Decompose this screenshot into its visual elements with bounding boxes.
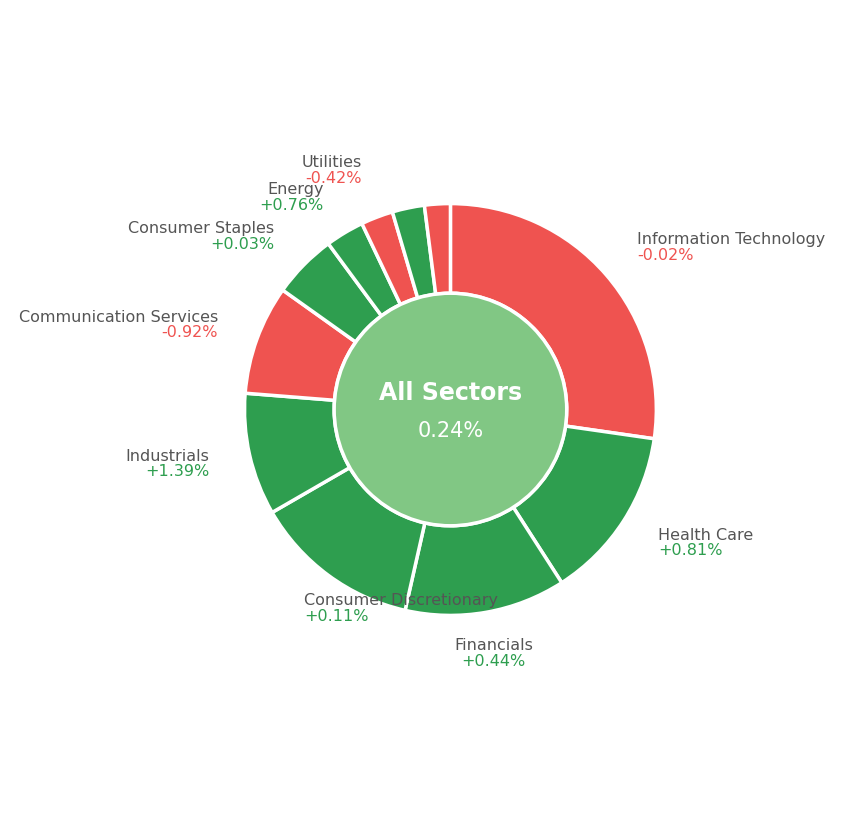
Text: Consumer Staples: Consumer Staples: [128, 221, 275, 236]
Text: +1.39%: +1.39%: [145, 464, 209, 479]
Text: Information Technology: Information Technology: [638, 233, 825, 247]
Text: +0.44%: +0.44%: [462, 654, 525, 669]
Circle shape: [334, 293, 567, 526]
Wedge shape: [272, 468, 425, 610]
Wedge shape: [328, 224, 400, 316]
Wedge shape: [424, 204, 450, 294]
Text: +0.03%: +0.03%: [210, 237, 275, 251]
Text: Industrials: Industrials: [126, 449, 209, 464]
Wedge shape: [245, 290, 355, 400]
Text: 0.24%: 0.24%: [417, 421, 484, 441]
Text: +0.81%: +0.81%: [658, 544, 722, 559]
Wedge shape: [393, 206, 436, 298]
Text: Communication Services: Communication Services: [19, 310, 218, 324]
Wedge shape: [245, 393, 349, 513]
Text: -0.42%: -0.42%: [306, 171, 362, 186]
Text: Financials: Financials: [454, 638, 533, 653]
Wedge shape: [362, 212, 417, 305]
Wedge shape: [283, 244, 382, 342]
Wedge shape: [450, 204, 656, 439]
Text: -0.92%: -0.92%: [162, 325, 218, 341]
Text: Consumer Discretionary: Consumer Discretionary: [304, 593, 498, 609]
Text: +0.11%: +0.11%: [304, 609, 368, 624]
Text: +0.76%: +0.76%: [259, 198, 324, 213]
Text: All Sectors: All Sectors: [379, 381, 522, 405]
Text: Health Care: Health Care: [658, 527, 754, 543]
Text: Energy: Energy: [267, 182, 324, 197]
Text: -0.02%: -0.02%: [638, 248, 694, 263]
Text: Utilities: Utilities: [302, 156, 362, 170]
Wedge shape: [405, 507, 562, 615]
Wedge shape: [513, 426, 654, 583]
